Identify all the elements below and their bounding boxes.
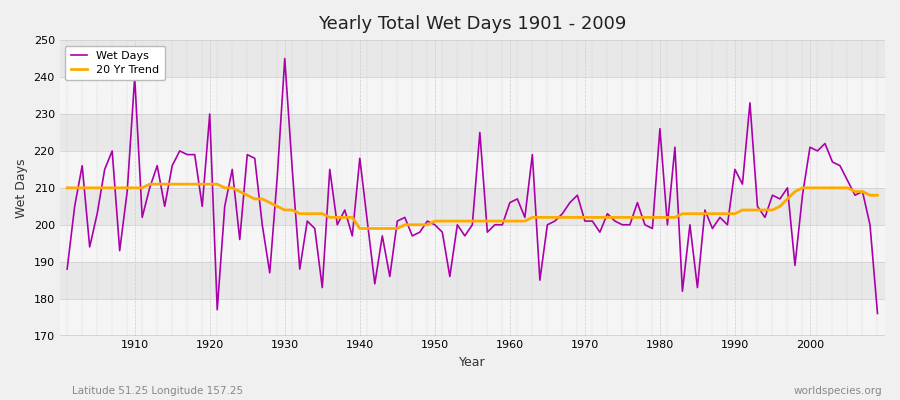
X-axis label: Year: Year: [459, 356, 486, 369]
Bar: [59, 225, 885, 262]
Y-axis label: Wet Days: Wet Days: [15, 158, 28, 218]
Wet Days: [504, 200, 515, 205]
Text: Latitude 51.25 Longitude 157.25: Latitude 51.25 Longitude 157.25: [72, 386, 243, 396]
20 Yr Trend: [355, 226, 365, 231]
Bar: [59, 262, 885, 299]
Wet Days: [279, 56, 290, 61]
Bar: [59, 114, 885, 151]
20 Yr Trend: [144, 182, 155, 186]
Wet Days: [872, 311, 883, 316]
Bar: [59, 188, 885, 225]
Wet Days: [512, 196, 523, 201]
Wet Days: [122, 189, 132, 194]
Line: Wet Days: Wet Days: [68, 58, 878, 314]
20 Yr Trend: [609, 215, 620, 220]
Title: Yearly Total Wet Days 1901 - 2009: Yearly Total Wet Days 1901 - 2009: [318, 15, 626, 33]
Bar: [59, 151, 885, 188]
Line: 20 Yr Trend: 20 Yr Trend: [68, 184, 878, 228]
Wet Days: [294, 267, 305, 272]
Bar: [59, 299, 885, 336]
20 Yr Trend: [339, 215, 350, 220]
Bar: [59, 77, 885, 114]
Legend: Wet Days, 20 Yr Trend: Wet Days, 20 Yr Trend: [65, 46, 165, 80]
Text: worldspecies.org: worldspecies.org: [794, 386, 882, 396]
20 Yr Trend: [122, 186, 132, 190]
20 Yr Trend: [512, 219, 523, 224]
20 Yr Trend: [519, 219, 530, 224]
20 Yr Trend: [62, 186, 73, 190]
Wet Days: [339, 208, 350, 212]
20 Yr Trend: [294, 211, 305, 216]
Bar: [59, 40, 885, 77]
Wet Days: [62, 267, 73, 272]
Wet Days: [602, 211, 613, 216]
20 Yr Trend: [872, 193, 883, 198]
